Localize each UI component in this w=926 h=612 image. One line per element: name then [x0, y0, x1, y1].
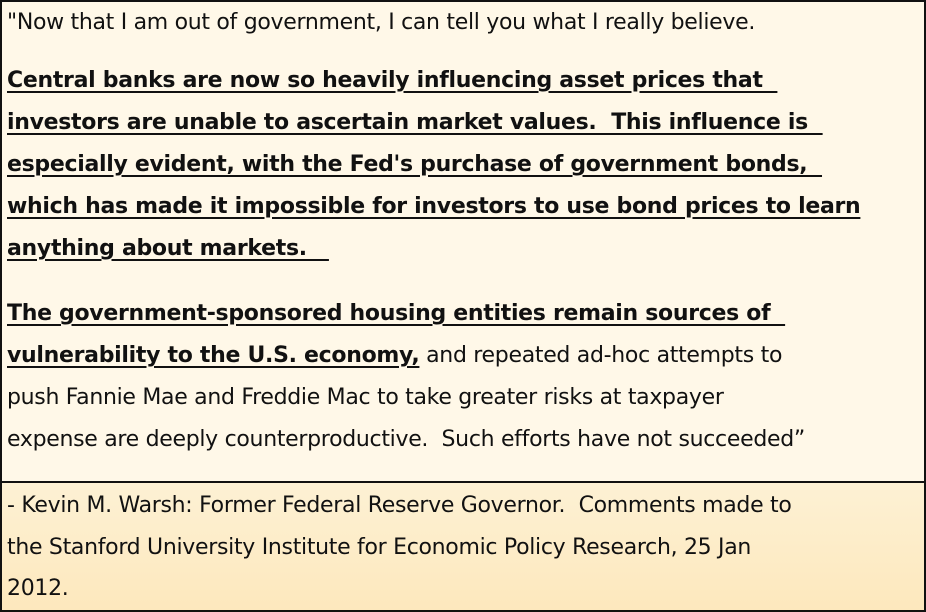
quote-line: Central banks are now so heavily influen… [7, 68, 778, 93]
attribution-line: - Kevin M. Warsh: Former Federal Reserve… [7, 493, 792, 518]
quote-line: especially evident, with the Fed's purch… [7, 152, 823, 177]
quote-line: vulnerability to the U.S. economy, and r… [7, 341, 782, 371]
quote-fragment: and repeated ad-hoc attempts to [419, 343, 783, 368]
quote-line: expense are deeply counterproductive. Su… [7, 427, 805, 452]
quote-line: push Fannie Mae and Freddie Mac to take … [7, 385, 724, 410]
attribution-line: the Stanford University Institute for Ec… [7, 535, 752, 560]
quote-box: "Now that I am out of government, I can … [0, 0, 926, 483]
attribution-line: 2012. [7, 576, 69, 601]
quote-line: investors are unable to ascertain market… [7, 110, 823, 135]
quote-line: which has made it impossible for investo… [7, 194, 861, 219]
quote-intro: "Now that I am out of government, I can … [7, 10, 756, 35]
quote-line: The government-sponsored housing entitie… [7, 301, 786, 326]
quote-line: anything about markets. [7, 236, 329, 261]
quote-underlined-fragment: vulnerability to the U.S. economy, [7, 343, 420, 368]
attribution-box: - Kevin M. Warsh: Former Federal Reserve… [0, 481, 926, 612]
